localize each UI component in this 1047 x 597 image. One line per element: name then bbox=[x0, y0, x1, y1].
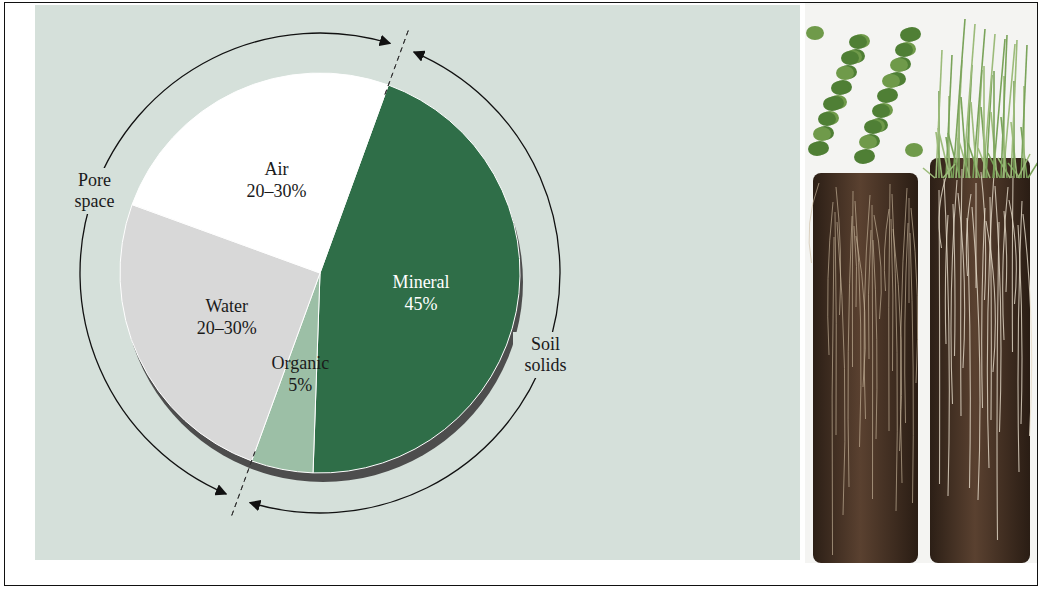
svg-text:45%: 45% bbox=[405, 294, 438, 314]
html-text:Soil solids: Soil solids bbox=[524, 334, 567, 376]
svg-text:Water: Water bbox=[205, 296, 248, 316]
svg-text:Air: Air bbox=[264, 159, 288, 179]
svg-text:20–30%: 20–30% bbox=[197, 318, 257, 338]
svg-text:Organic: Organic bbox=[272, 353, 330, 373]
svg-text:Mineral: Mineral bbox=[393, 272, 450, 292]
html-text:Pore space: Pore space bbox=[74, 169, 115, 211]
svg-text:20–30%: 20–30% bbox=[246, 181, 306, 201]
svg-text:5%: 5% bbox=[288, 375, 312, 395]
